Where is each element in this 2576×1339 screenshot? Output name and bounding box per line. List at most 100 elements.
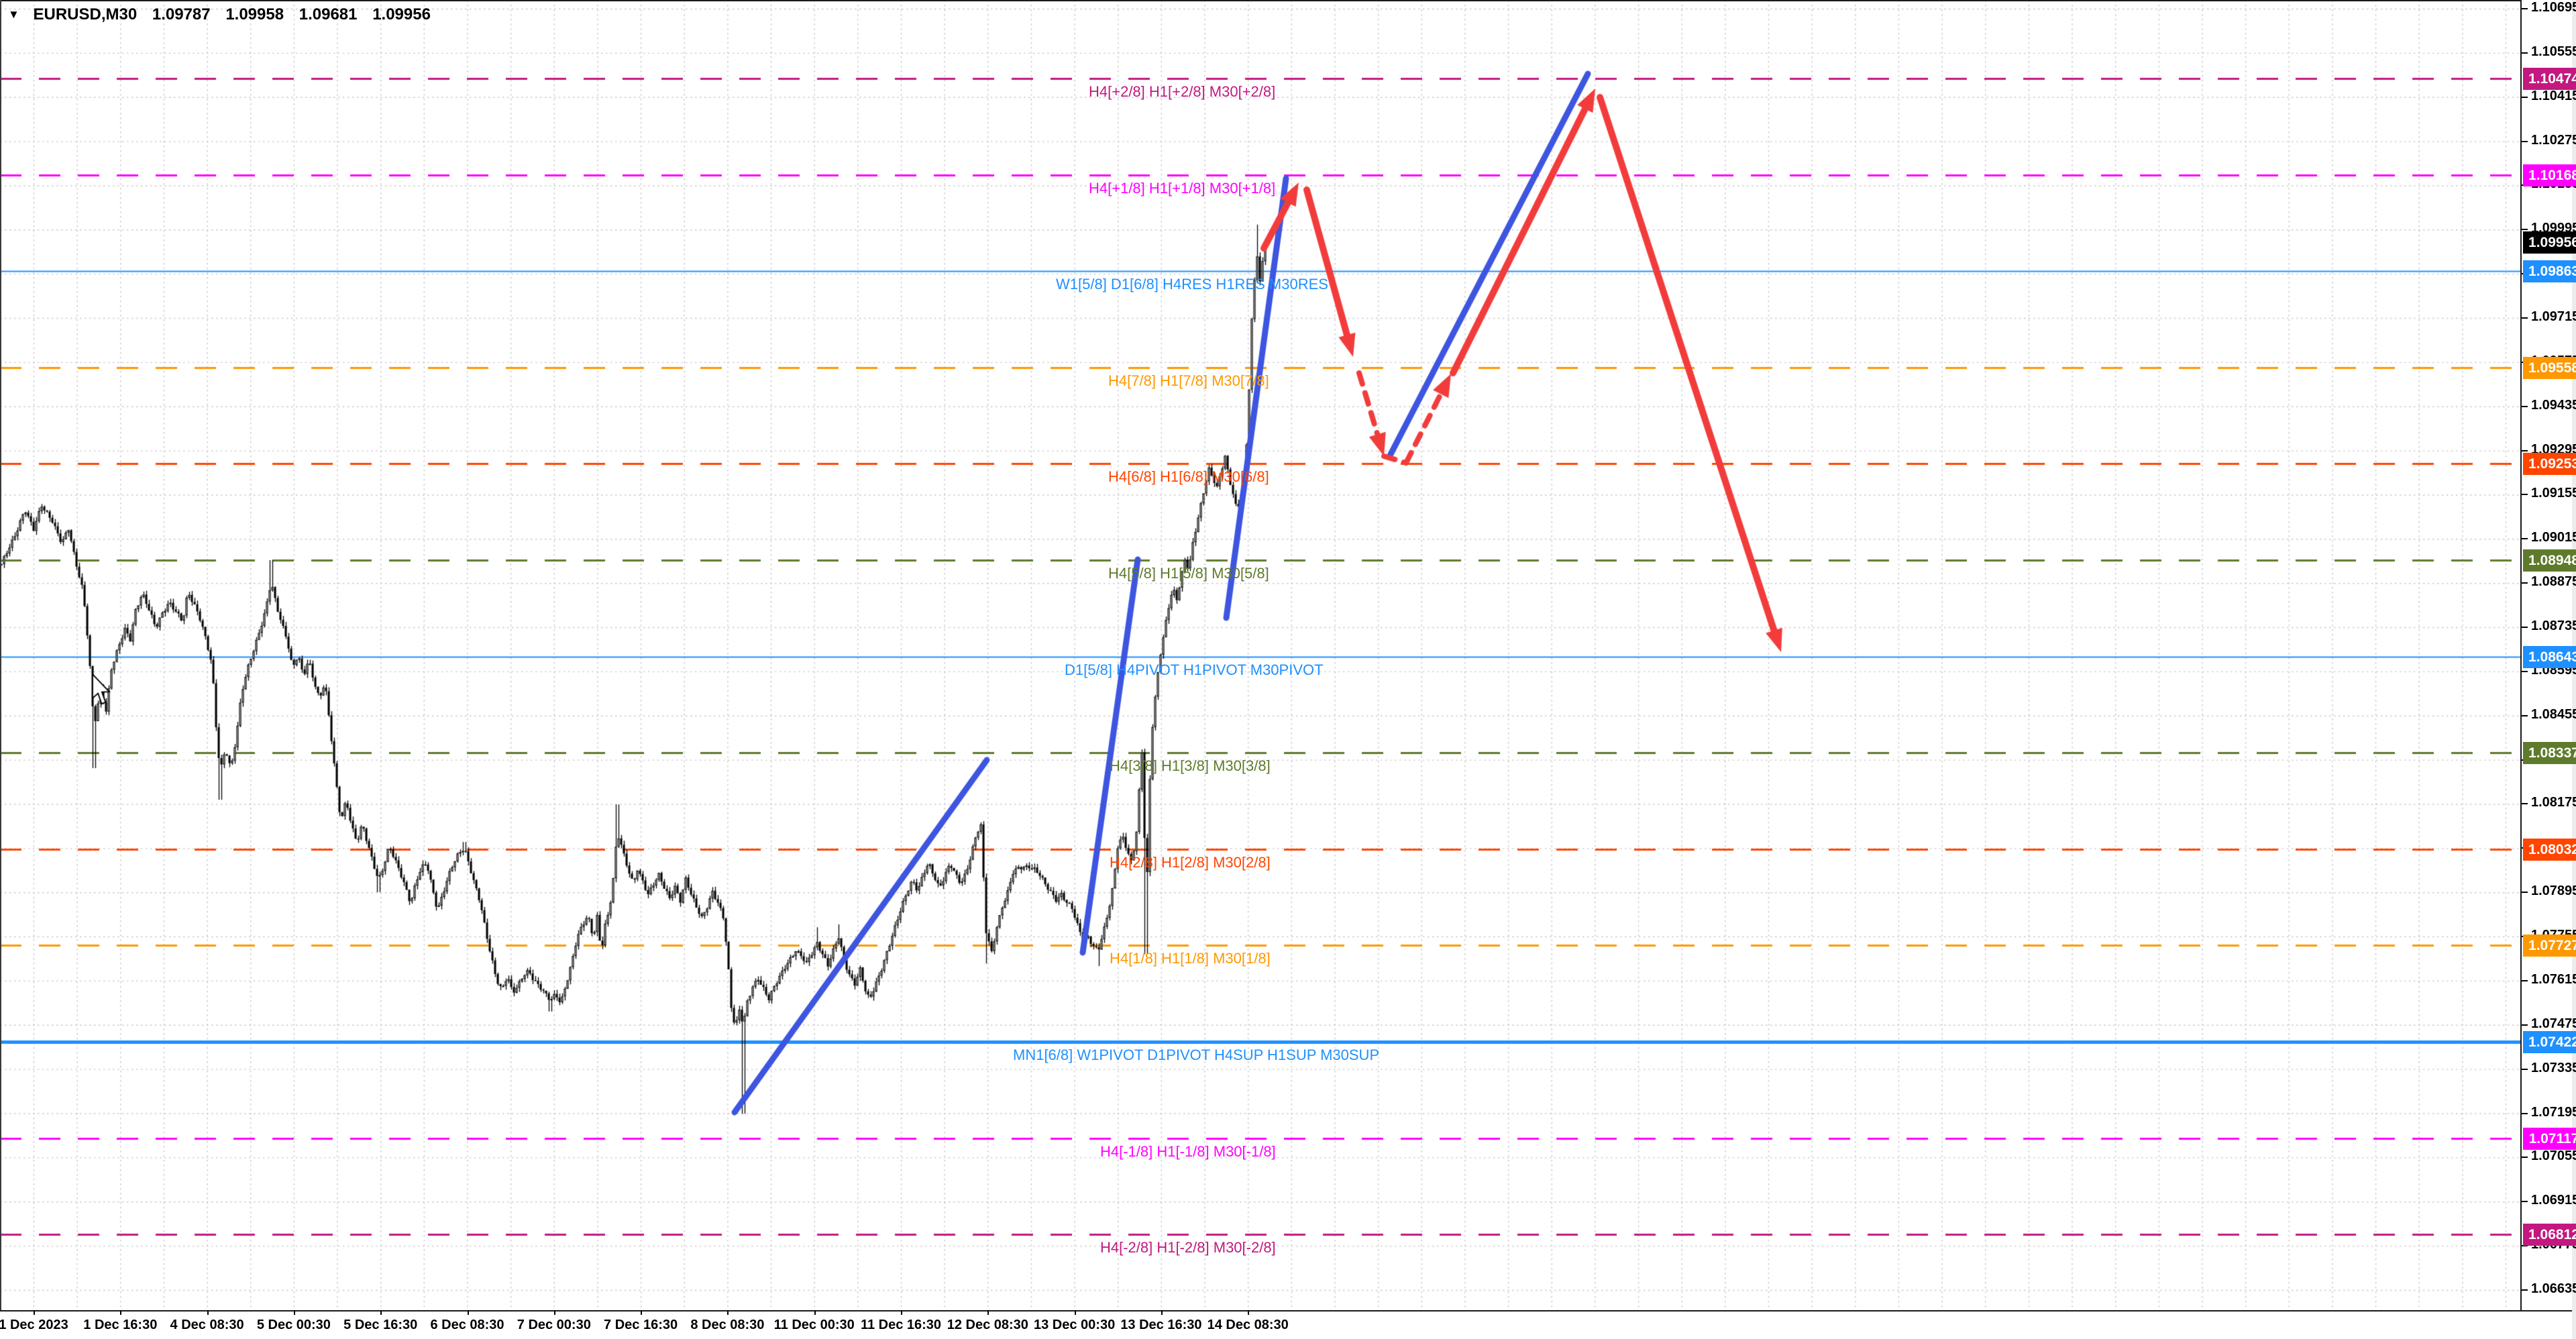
price-tick-mark	[2522, 229, 2528, 231]
level-label: H4[-2/8] H1[-2/8] M30[-2/8]	[1100, 1239, 1276, 1256]
time-tick-label: 12 Dec 08:30	[947, 1318, 1028, 1332]
price-tick-label: 1.09715	[2531, 309, 2576, 325]
chart-left-border	[0, 0, 1, 1310]
price-tick-label: 1.09295	[2531, 441, 2576, 457]
time-tick-label: 14 Dec 08:30	[1207, 1318, 1289, 1332]
time-tick-label: 5 Dec 16:30	[343, 1318, 418, 1332]
level-price-badge: 1.09863	[2523, 260, 2576, 283]
time-tick-mark	[553, 1310, 555, 1315]
price-tick-mark	[2522, 1245, 2528, 1247]
price-tick-label: 1.07895	[2531, 883, 2576, 899]
time-tick-label: 6 Dec 08:30	[430, 1318, 504, 1332]
time-tick-label: 1 Dec 16:30	[83, 1318, 158, 1332]
chart-top-border	[0, 0, 2520, 1]
price-tick-label: 1.08875	[2531, 574, 2576, 590]
level-price-badge: 1.10474	[2523, 68, 2576, 90]
ohlc-open: 1.09787	[152, 5, 211, 23]
price-tick-mark	[2522, 1201, 2528, 1203]
price-tick-mark	[2522, 627, 2528, 629]
level-label: H4[2/8] H1[2/8] M30[2/8]	[1110, 853, 1271, 871]
price-tick-label: 1.10275	[2531, 132, 2576, 148]
time-tick-label: 7 Dec 16:30	[604, 1318, 678, 1332]
price-tick-mark	[2522, 892, 2528, 894]
level-label: MN1[6/8] W1PIVOT D1PIVOT H4SUP H1SUP M30…	[1013, 1046, 1380, 1063]
price-tick-mark	[2522, 8, 2528, 9]
level-label: H4[+1/8] H1[+1/8] M30[+1/8]	[1089, 179, 1276, 197]
price-tick-mark	[2522, 140, 2528, 142]
price-tick-mark	[2522, 1024, 2528, 1026]
level-price-badge: 1.09558	[2523, 356, 2576, 379]
level-price-badge: 1.10168	[2523, 164, 2576, 186]
price-tick-label: 1.07475	[2531, 1016, 2576, 1031]
level-price-badge: 1.08032	[2523, 838, 2576, 861]
time-tick-mark	[1248, 1310, 1250, 1315]
level-label: H4[+2/8] H1[+2/8] M30[+2/8]	[1089, 83, 1276, 100]
time-tick-mark	[467, 1310, 469, 1315]
price-axis-border	[2520, 0, 2522, 1311]
time-tick-mark	[293, 1310, 295, 1315]
level-price-badge: 1.06812	[2523, 1224, 2576, 1246]
chart-title: ▼ EURUSD,M30 1.09787 1.09958 1.09681 1.0…	[8, 5, 431, 24]
level-price-badge: 1.08643	[2523, 645, 2576, 668]
ohlc-high: 1.09958	[225, 5, 284, 23]
price-tick-mark	[2522, 494, 2528, 496]
price-tick-mark	[2522, 803, 2528, 805]
level-label: H4[5/8] H1[5/8] M30[5/8]	[1108, 564, 1269, 582]
time-tick-label: 5 Dec 00:30	[256, 1318, 331, 1332]
price-tick-mark	[2522, 1112, 2528, 1114]
time-tick-mark	[641, 1310, 643, 1315]
time-tick-mark	[207, 1310, 209, 1315]
symbol-dropdown-icon[interactable]: ▼	[8, 8, 19, 21]
price-tick-label: 1.07615	[2531, 971, 2576, 987]
price-tick-mark	[2522, 96, 2528, 98]
level-price-badge: 1.09253	[2523, 453, 2576, 476]
price-tick-mark	[2522, 52, 2528, 54]
level-price-badge: 1.08337	[2523, 742, 2576, 765]
price-chart-canvas[interactable]	[0, 0, 2520, 1310]
price-tick-mark	[2522, 405, 2528, 407]
level-label: H4[1/8] H1[1/8] M30[1/8]	[1110, 950, 1271, 967]
time-tick-mark	[987, 1310, 989, 1315]
price-tick-mark	[2522, 1157, 2528, 1159]
level-price-badge: 1.07727	[2523, 934, 2576, 957]
time-tick-mark	[1074, 1310, 1076, 1315]
ohlc-close: 1.09956	[372, 5, 431, 23]
time-tick-mark	[1161, 1310, 1163, 1315]
price-tick-label: 1.09015	[2531, 530, 2576, 545]
level-price-badge: 1.08948	[2523, 549, 2576, 572]
price-tick-label: 1.06915	[2531, 1193, 2576, 1208]
time-axis-border	[0, 1310, 2576, 1311]
price-tick-mark	[2522, 670, 2528, 672]
price-tick-mark	[2522, 979, 2528, 981]
price-tick-label: 1.07335	[2531, 1060, 2576, 1075]
price-tick-label: 1.10695	[2531, 0, 2576, 15]
price-tick-mark	[2522, 1068, 2528, 1070]
price-tick-label: 1.06635	[2531, 1281, 2576, 1296]
level-label: W1[5/8] D1[6/8] H4RES H1RES M30RES	[1056, 276, 1328, 293]
level-price-badge: 1.07422	[2523, 1030, 2576, 1053]
price-tick-label: 1.08175	[2531, 795, 2576, 810]
price-tick-label: 1.08735	[2531, 619, 2576, 634]
price-tick-mark	[2522, 1289, 2528, 1291]
current-price-badge: 1.09956	[2523, 231, 2576, 254]
time-tick-label: 7 Dec 00:30	[517, 1318, 591, 1332]
time-tick-label: 11 Dec 00:30	[773, 1318, 855, 1332]
price-tick-label: 1.10555	[2531, 44, 2576, 59]
time-tick-label: 13 Dec 16:30	[1120, 1318, 1202, 1332]
time-tick-label: 13 Dec 00:30	[1033, 1318, 1116, 1332]
price-tick-mark	[2522, 449, 2528, 451]
level-price-badge: 1.07117	[2523, 1127, 2576, 1150]
window-edge	[2572, 0, 2576, 1339]
time-tick-mark	[34, 1310, 35, 1315]
price-tick-mark	[2522, 582, 2528, 584]
level-label: H4[7/8] H1[7/8] M30[7/8]	[1108, 372, 1269, 389]
level-label: H4[3/8] H1[3/8] M30[3/8]	[1110, 757, 1271, 775]
level-label: H4[6/8] H1[6/8] M30[6/8]	[1108, 468, 1269, 486]
price-tick-mark	[2522, 538, 2528, 540]
symbol-timeframe-label: EURUSD,M30	[33, 5, 138, 23]
price-tick-label: 1.07195	[2531, 1104, 2576, 1120]
price-tick-label: 1.10415	[2531, 88, 2576, 103]
time-tick-label: 8 Dec 08:30	[690, 1318, 765, 1332]
time-tick-label: 1 Dec 2023	[0, 1318, 68, 1332]
